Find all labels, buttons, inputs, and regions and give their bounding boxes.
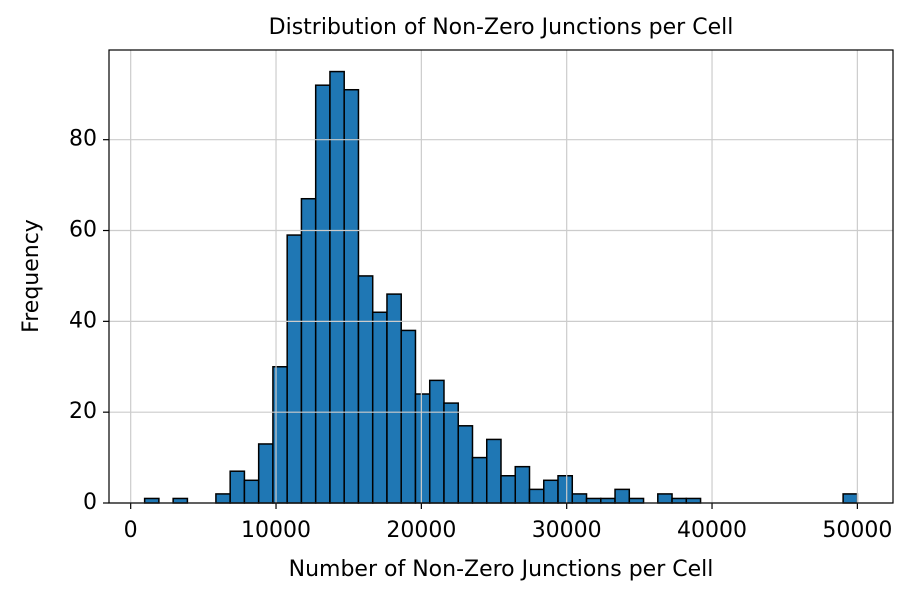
x-tick-label: 10000 <box>241 518 311 543</box>
bar <box>471 456 488 504</box>
bar <box>386 293 402 504</box>
bar <box>557 475 574 504</box>
bar <box>528 488 545 504</box>
y-tick-label: 0 <box>83 490 97 515</box>
bar <box>671 497 688 504</box>
bar <box>657 493 673 504</box>
y-tick-label: 40 <box>69 308 97 333</box>
bar <box>485 438 502 504</box>
bar <box>243 479 260 504</box>
x-tick-label: 30000 <box>532 518 602 543</box>
x-tick-label: 0 <box>124 518 138 543</box>
bar <box>414 393 431 504</box>
bar <box>229 470 246 504</box>
x-tick-label: 40000 <box>677 518 747 543</box>
bar <box>514 465 531 504</box>
y-tick-label: 20 <box>69 399 97 424</box>
y-tick-label: 80 <box>69 127 97 152</box>
bar <box>685 497 702 504</box>
bar <box>343 88 360 504</box>
bar <box>300 197 317 504</box>
y-axis-label: Frequency <box>19 219 44 333</box>
bar <box>457 425 474 504</box>
x-tick-label: 20000 <box>386 518 456 543</box>
bar <box>215 493 231 504</box>
bar <box>172 497 189 504</box>
x-tick-label: 50000 <box>822 518 892 543</box>
bar <box>272 366 288 504</box>
bar <box>614 488 631 504</box>
bar <box>585 497 602 504</box>
plot-frame <box>108 49 894 504</box>
bar <box>329 70 345 504</box>
bar <box>428 379 445 504</box>
chart-title: Distribution of Non-Zero Junctions per C… <box>269 15 734 40</box>
y-tick-label: 60 <box>69 218 97 243</box>
bar <box>400 329 417 504</box>
bar <box>842 493 859 504</box>
bar <box>600 497 616 504</box>
x-axis-label: Number of Non-Zero Junctions per Cell <box>289 557 714 582</box>
bar <box>143 497 160 504</box>
bar <box>371 311 388 504</box>
bar <box>543 479 559 504</box>
bar <box>443 402 459 504</box>
bar <box>314 84 331 504</box>
bar <box>500 475 517 504</box>
bar <box>357 275 374 504</box>
bar <box>571 493 588 504</box>
bar <box>257 443 274 504</box>
bar <box>628 497 645 504</box>
bar <box>286 234 303 504</box>
